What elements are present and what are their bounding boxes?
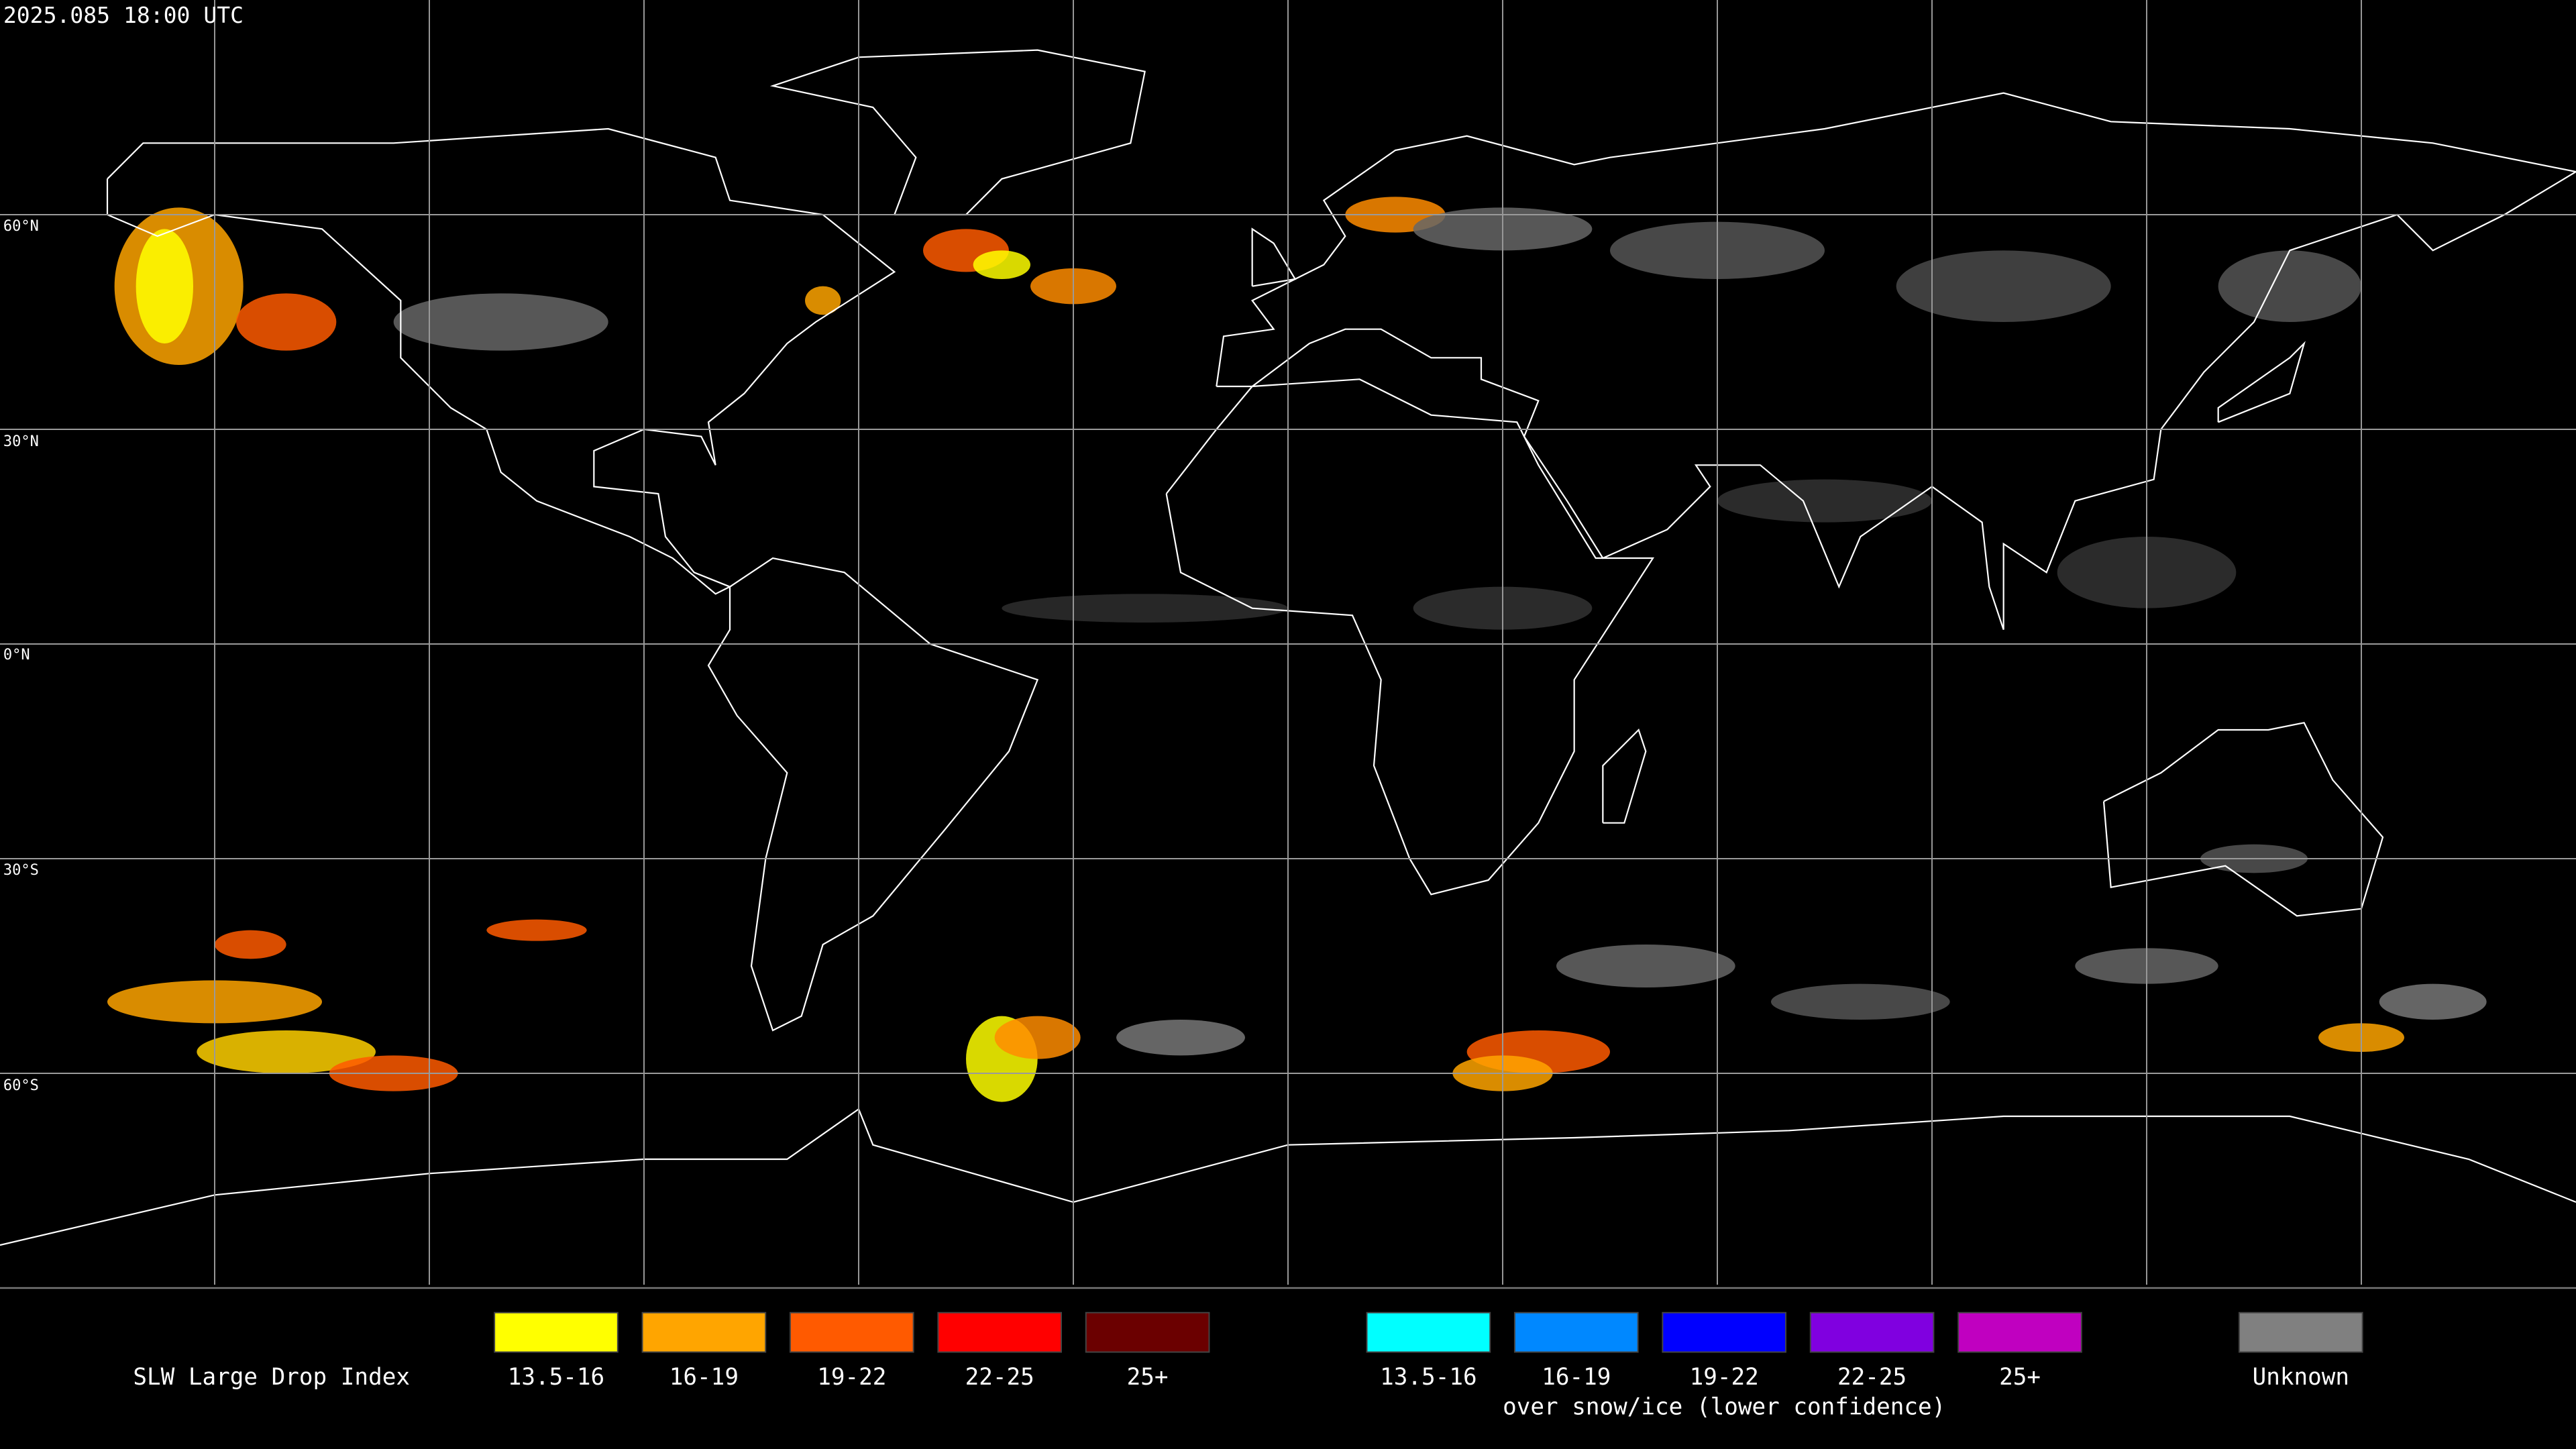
cloud-patch bbox=[1116, 1019, 1246, 1056]
cloud-layer bbox=[107, 197, 2487, 1102]
legend-swatch bbox=[1085, 1311, 1210, 1353]
legend-swatch bbox=[1957, 1311, 2082, 1353]
cloud-patch bbox=[486, 919, 587, 941]
cloud-patch bbox=[197, 1030, 376, 1074]
cloud-patch bbox=[994, 1016, 1081, 1059]
coastline bbox=[1602, 728, 1647, 824]
coastline bbox=[2217, 341, 2306, 423]
legend: 13.5-16 16-19 19-22 22-25 25+ 13.5-16 16-19 19-… bbox=[494, 1311, 2363, 1420]
legend-label: 19-22 bbox=[1690, 1364, 1759, 1391]
coastline bbox=[1165, 378, 1655, 896]
legend-swatch bbox=[494, 1311, 619, 1353]
cloud-patch bbox=[236, 293, 337, 351]
legend-swatch bbox=[1809, 1311, 1935, 1353]
cloud-patch bbox=[2379, 983, 2487, 1020]
timestamp: 2025.085 18:00 UTC bbox=[3, 2, 244, 28]
cloud-patch bbox=[393, 293, 608, 351]
coastline bbox=[106, 127, 896, 595]
legend-label: 19-22 bbox=[817, 1364, 886, 1391]
legend-swatch bbox=[1662, 1311, 1787, 1353]
legend-title: SLW Large Drop Index bbox=[133, 1364, 410, 1391]
cloud-patch bbox=[214, 930, 286, 959]
cloud-patch bbox=[805, 286, 841, 315]
cloud-patch bbox=[1771, 983, 1950, 1020]
cloud-patch bbox=[1717, 479, 1932, 523]
latitude-label: 60°N bbox=[3, 218, 39, 235]
legend-label: 25+ bbox=[1127, 1364, 1169, 1391]
legend-caption: over snow/ice (lower confidence) bbox=[1503, 1393, 1945, 1420]
coastline bbox=[1216, 92, 2576, 631]
latitude-label: 30°N bbox=[3, 433, 39, 450]
legend-label: 22-25 bbox=[1837, 1364, 1907, 1391]
cloud-patch bbox=[1002, 594, 1289, 623]
cloud-patch bbox=[2218, 250, 2361, 323]
legend-swatch bbox=[1366, 1311, 1491, 1353]
cloud-patch bbox=[136, 229, 193, 343]
coastline bbox=[1251, 227, 1297, 287]
legend-swatch bbox=[789, 1311, 914, 1353]
legend-label: 13.5-16 bbox=[508, 1364, 604, 1391]
legend-label: 16-19 bbox=[669, 1364, 739, 1391]
legend-label: 16-19 bbox=[1542, 1364, 1611, 1391]
latitude-label: 60°S bbox=[3, 1077, 39, 1094]
legend-swatch bbox=[1513, 1311, 1639, 1353]
latitude-label: 30°S bbox=[3, 862, 39, 879]
cloud-patch bbox=[1556, 945, 1735, 988]
cloud-patch bbox=[973, 250, 1030, 279]
graticule bbox=[0, 0, 2576, 1285]
coastline bbox=[769, 49, 1146, 216]
cloud-patch bbox=[1896, 250, 2111, 323]
legend-label: Unknown bbox=[2253, 1364, 2349, 1391]
legend-swatch bbox=[2238, 1311, 2363, 1353]
legend-swatch bbox=[641, 1311, 767, 1353]
legend-label: 25+ bbox=[1999, 1364, 2041, 1391]
legend-label: 13.5-16 bbox=[1380, 1364, 1477, 1391]
coastline bbox=[707, 557, 1039, 1032]
legend-label: 22-25 bbox=[965, 1364, 1034, 1391]
latitude-label: 0°N bbox=[3, 647, 30, 663]
legend-swatch bbox=[937, 1311, 1063, 1353]
coastline bbox=[2102, 722, 2384, 917]
